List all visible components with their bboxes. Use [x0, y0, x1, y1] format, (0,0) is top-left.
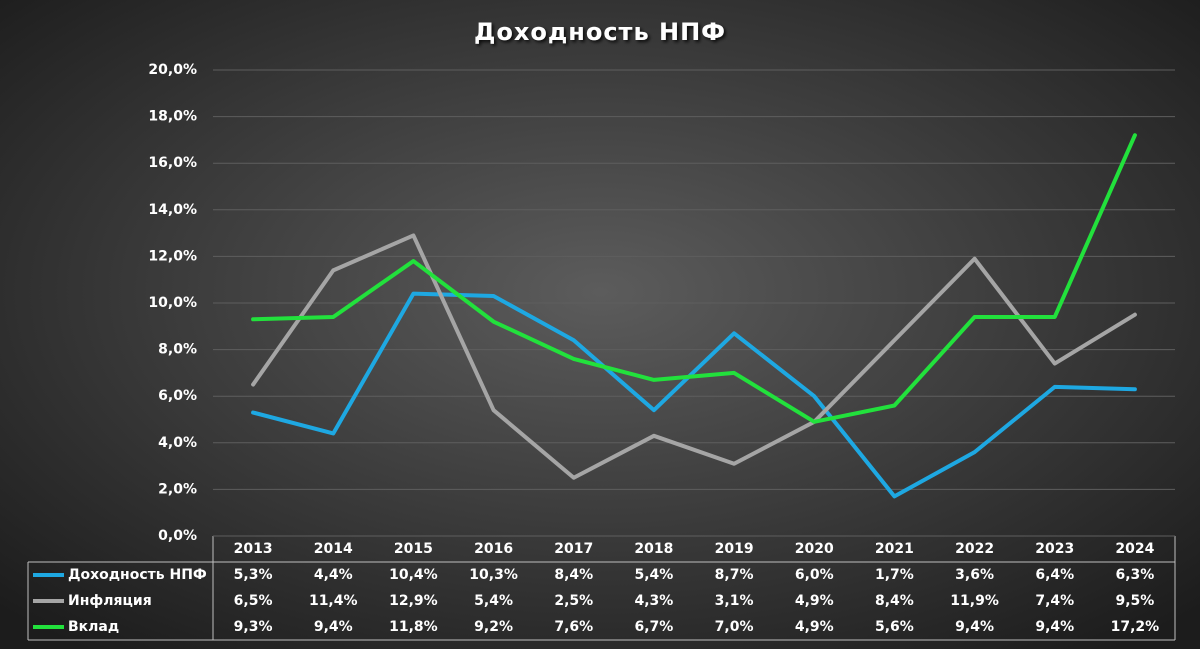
y-tick-label: 16,0%: [148, 155, 197, 171]
table-value: 9,5%: [1116, 593, 1155, 609]
x-tick-label: 2018: [634, 541, 673, 557]
table-value: 6,5%: [234, 593, 273, 609]
x-tick-label: 2021: [875, 541, 914, 557]
table-value: 11,8%: [389, 619, 438, 635]
table-value: 7,0%: [715, 619, 754, 635]
table-value: 8,4%: [875, 593, 914, 609]
table-value: 4,4%: [314, 567, 353, 583]
table-value: 1,7%: [875, 567, 914, 583]
x-tick-label: 2020: [795, 541, 834, 557]
x-tick-label: 2017: [554, 541, 593, 557]
table-value: 2,5%: [554, 593, 593, 609]
table-value: 4,9%: [795, 593, 834, 609]
table-value: 10,3%: [469, 567, 518, 583]
y-tick-label: 14,0%: [148, 202, 197, 218]
x-tick-label: 2014: [314, 541, 353, 557]
table-value: 9,4%: [955, 619, 994, 635]
table-value: 6,3%: [1116, 567, 1155, 583]
y-tick-label: 4,0%: [158, 435, 197, 451]
table-value: 3,1%: [715, 593, 754, 609]
series-line: [251, 233, 1137, 480]
table-value: 6,4%: [1035, 567, 1074, 583]
x-tick-label: 2019: [715, 541, 754, 557]
table-value: 5,4%: [474, 593, 513, 609]
table-value: 8,4%: [554, 567, 593, 583]
table-value: 11,9%: [950, 593, 999, 609]
table-value: 11,4%: [309, 593, 358, 609]
table-value: 4,9%: [795, 619, 834, 635]
table-value: 4,3%: [635, 593, 674, 609]
y-tick-label: 6,0%: [158, 388, 197, 404]
y-tick-label: 10,0%: [148, 295, 197, 311]
x-tick-label: 2024: [1115, 541, 1154, 557]
table-value: 9,4%: [1035, 619, 1074, 635]
x-tick-label: 2013: [234, 541, 273, 557]
x-tick-label: 2023: [1035, 541, 1074, 557]
series-line: [251, 133, 1137, 424]
x-tick-label: 2015: [394, 541, 433, 557]
series-line: [251, 291, 1137, 499]
table-value: 9,2%: [474, 619, 513, 635]
legend-label: Вклад: [68, 619, 119, 635]
table-value: 9,4%: [314, 619, 353, 635]
x-tick-label: 2016: [474, 541, 513, 557]
y-tick-label: 2,0%: [158, 481, 197, 497]
y-tick-label: 20,0%: [148, 62, 197, 78]
table-value: 7,6%: [554, 619, 593, 635]
y-tick-label: 12,0%: [148, 248, 197, 264]
table-value: 12,9%: [389, 593, 438, 609]
legend-label: Доходность НПФ: [68, 567, 207, 583]
y-tick-label: 18,0%: [148, 109, 197, 125]
table-value: 6,0%: [795, 567, 834, 583]
table-value: 5,3%: [234, 567, 273, 583]
legend-label: Инфляция: [68, 593, 152, 609]
x-tick-label: 2022: [955, 541, 994, 557]
y-tick-label: 8,0%: [158, 342, 197, 358]
table-value: 10,4%: [389, 567, 438, 583]
table-value: 8,7%: [715, 567, 754, 583]
table-value: 17,2%: [1111, 619, 1160, 635]
chart-title: Доходность НПФ: [474, 18, 726, 46]
table-value: 5,4%: [635, 567, 674, 583]
table-value: 5,6%: [875, 619, 914, 635]
y-tick-label: 0,0%: [158, 528, 197, 544]
table-value: 9,3%: [234, 619, 273, 635]
table-value: 3,6%: [955, 567, 994, 583]
table-value: 6,7%: [635, 619, 674, 635]
table-value: 7,4%: [1035, 593, 1074, 609]
data-table-border: [27, 536, 1176, 641]
